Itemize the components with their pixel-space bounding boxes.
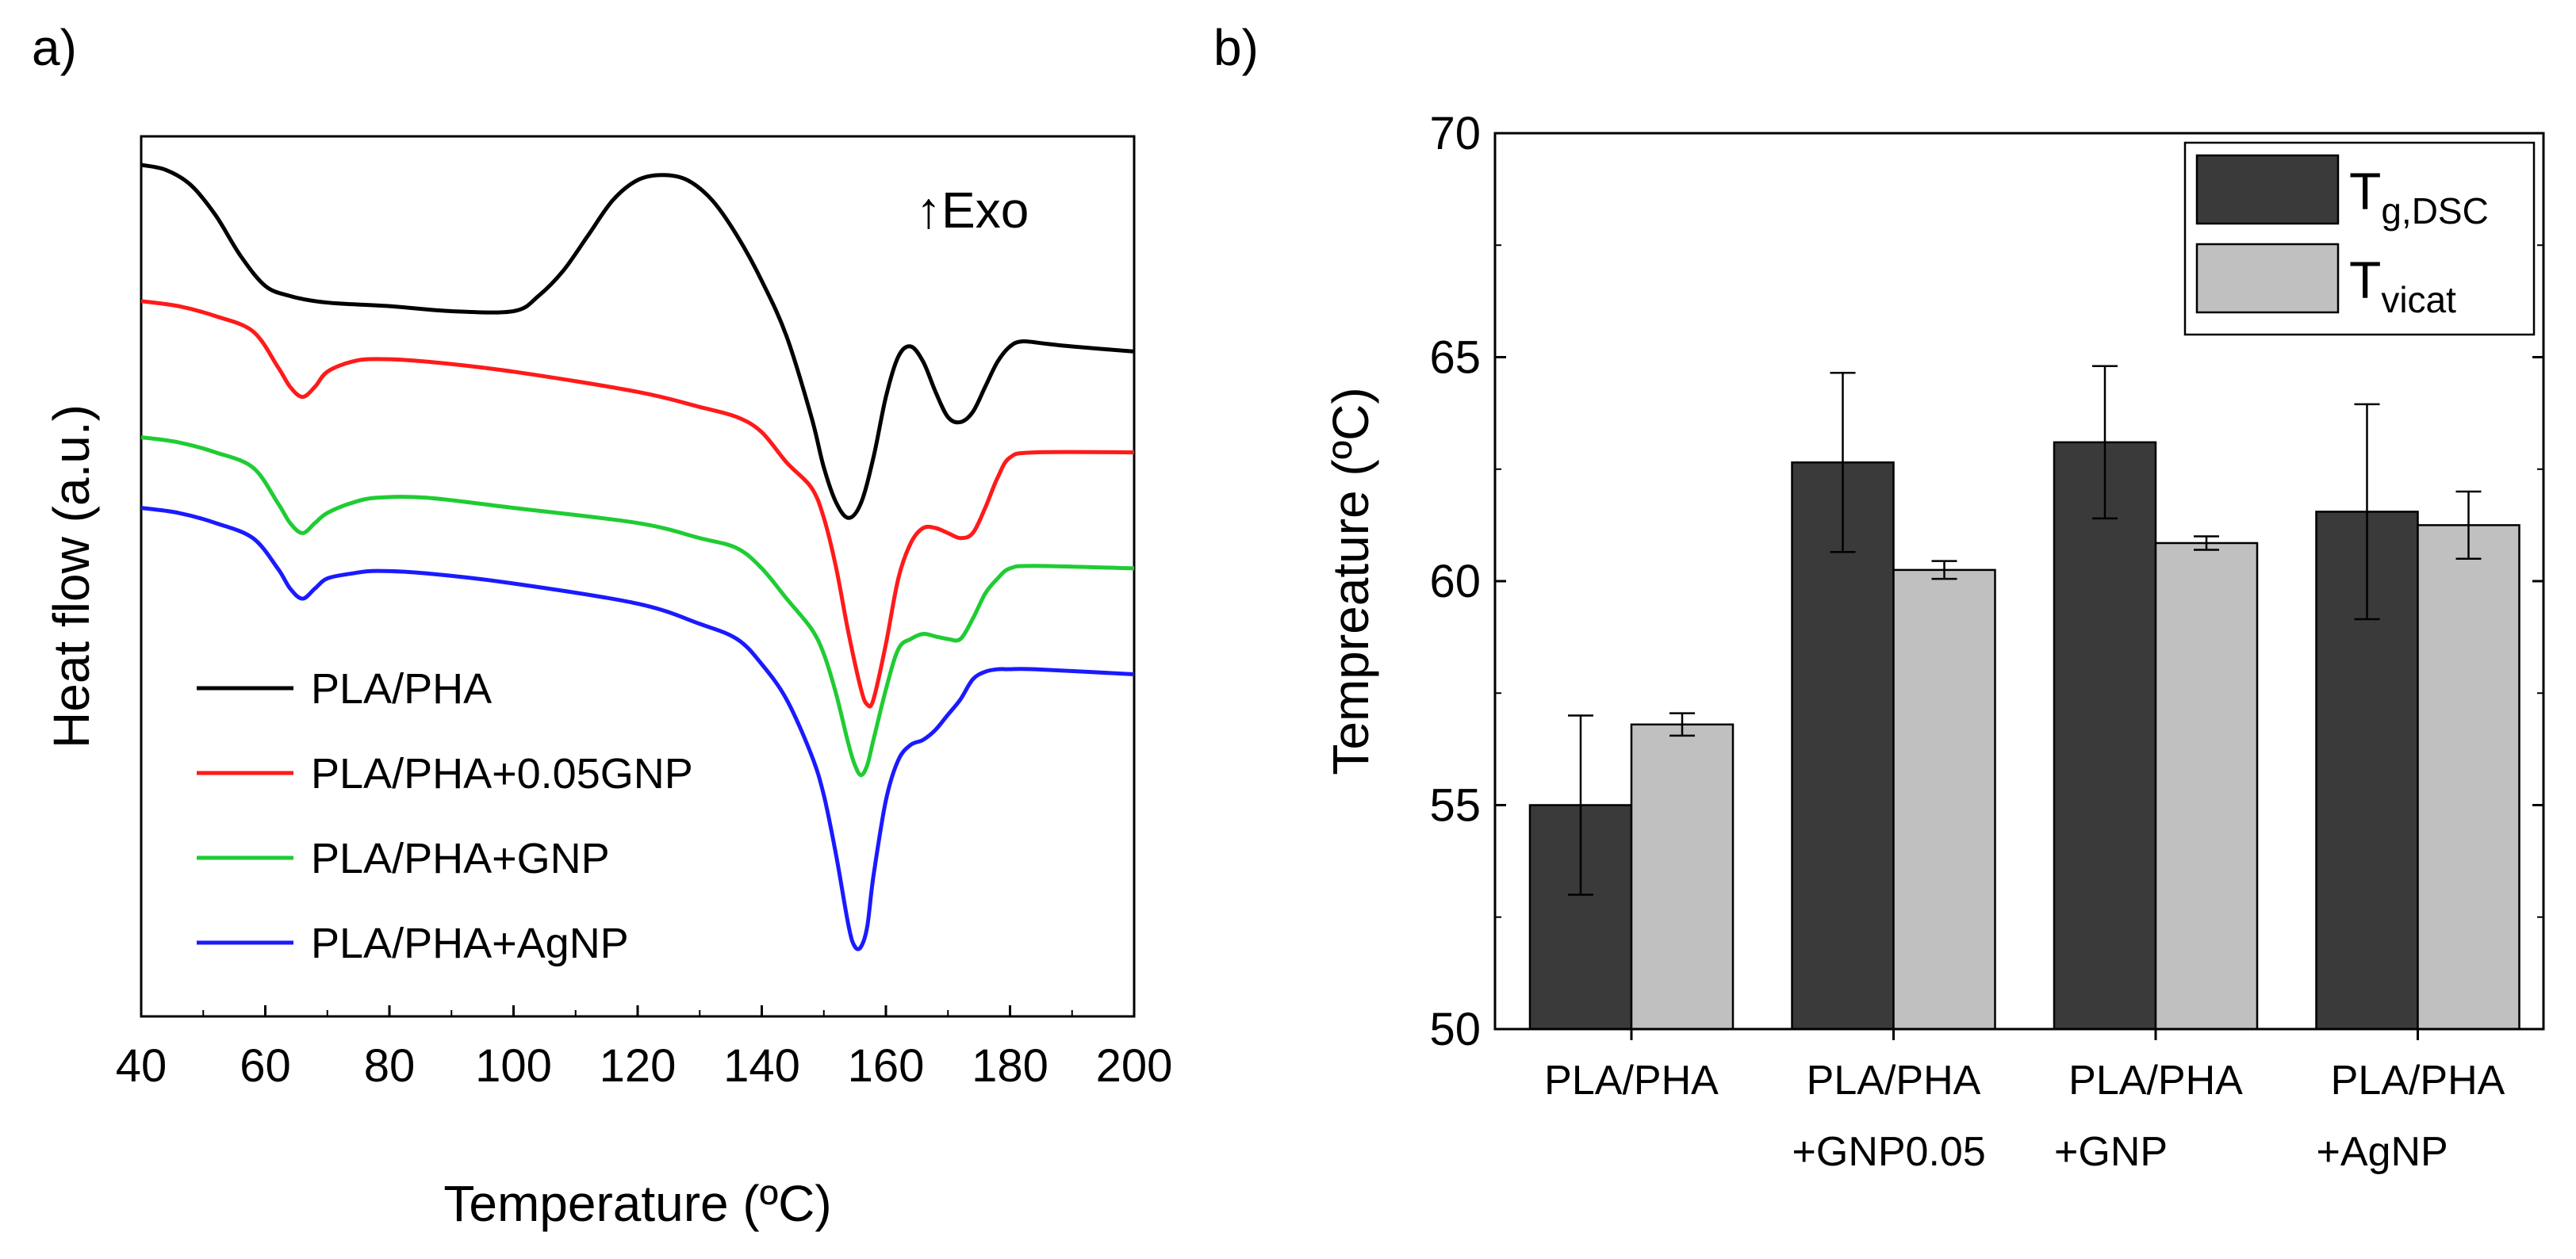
y-tick-label: 50 (1429, 1004, 1481, 1055)
category-label-line2: +GNP0.05 (1792, 1129, 1986, 1175)
dsc-line-chart: 40 60 80 100 120 140 160 180 200 ↑Exo Temperatur… (43, 135, 1173, 1232)
bar (1892, 568, 1996, 1031)
legend-label-b: Tg,DSC (2349, 162, 2489, 232)
legend-label-a: PLA/PHA+AgNP (311, 920, 629, 967)
dsc-series (140, 163, 1135, 951)
category-label-line2: +AgNP (2317, 1129, 2448, 1175)
x-tick-label: 200 (1096, 1040, 1173, 1092)
bar (1630, 723, 1735, 1031)
legend-label-b: Tvicat (2349, 251, 2456, 320)
series-line-1 (140, 163, 1135, 520)
category-label-line1: PLA/PHA (2068, 1058, 2243, 1104)
y-tick-label: 65 (1429, 332, 1481, 384)
x-tick-label: 100 (475, 1040, 552, 1092)
y-tick-label: 70 (1429, 108, 1481, 159)
bar (2154, 541, 2259, 1031)
series-line-2 (140, 299, 1135, 709)
panel-label-a: a) (32, 19, 77, 76)
y-axis-label-a: Heat flow (a.u.) (43, 404, 100, 748)
x-tick-label: 120 (600, 1040, 677, 1092)
y-axis-label-b: Tempreature (ºC) (1322, 387, 1379, 775)
legend-swatch-b (2195, 154, 2340, 225)
category-label-line1: PLA/PHA (2331, 1058, 2505, 1104)
y-tick-label: 55 (1429, 780, 1481, 832)
x-tick-label: 160 (848, 1040, 925, 1092)
x-tick-label: 180 (972, 1040, 1048, 1092)
y-axis-ticks-b: 50 55 60 65 70 (1429, 108, 2543, 1055)
category-label-line2: +GNP (2054, 1129, 2168, 1175)
x-tick-label: 140 (723, 1040, 800, 1092)
panel-label-b: b) (1213, 19, 1259, 76)
plot-frame-a (140, 135, 1136, 1018)
legend-b: Tg,DSC Tvicat (2183, 141, 2536, 336)
x-axis-label-a: Temperature (ºC) (443, 1175, 831, 1232)
legend-a: PLA/PHA PLA/PHA+0.05GNP PLA/PHA+GNP PLA/PHA… (197, 665, 693, 967)
y-tick-label: 60 (1429, 556, 1481, 607)
bar (2053, 441, 2157, 1031)
category-label-line1: PLA/PHA (1807, 1058, 1981, 1104)
series-line-3 (140, 435, 1135, 778)
x-tick-label: 40 (116, 1040, 167, 1092)
x-tick-label: 80 (364, 1040, 416, 1092)
legend-label-a: PLA/PHA+0.05GNP (311, 750, 693, 798)
x-axis-ticks-a: 40 60 80 100 120 140 160 180 200 (116, 1005, 1173, 1092)
legend-label-a: PLA/PHA+GNP (311, 835, 610, 882)
exo-annotation: ↑Exo (916, 182, 1029, 239)
category-label-line1: PLA/PHA (1544, 1058, 1719, 1104)
series-line-4 (140, 506, 1135, 951)
x-tick-label: 60 (240, 1040, 291, 1092)
bar (2417, 524, 2520, 1031)
bars (1528, 365, 2520, 1031)
legend-label-a: PLA/PHA (311, 665, 492, 713)
category-labels: PLA/PHA PLA/PHA +GNP0.05 PLA/PHA +GNP PLA/PHA… (1544, 1029, 2505, 1175)
legend-swatch-b (2195, 243, 2340, 314)
